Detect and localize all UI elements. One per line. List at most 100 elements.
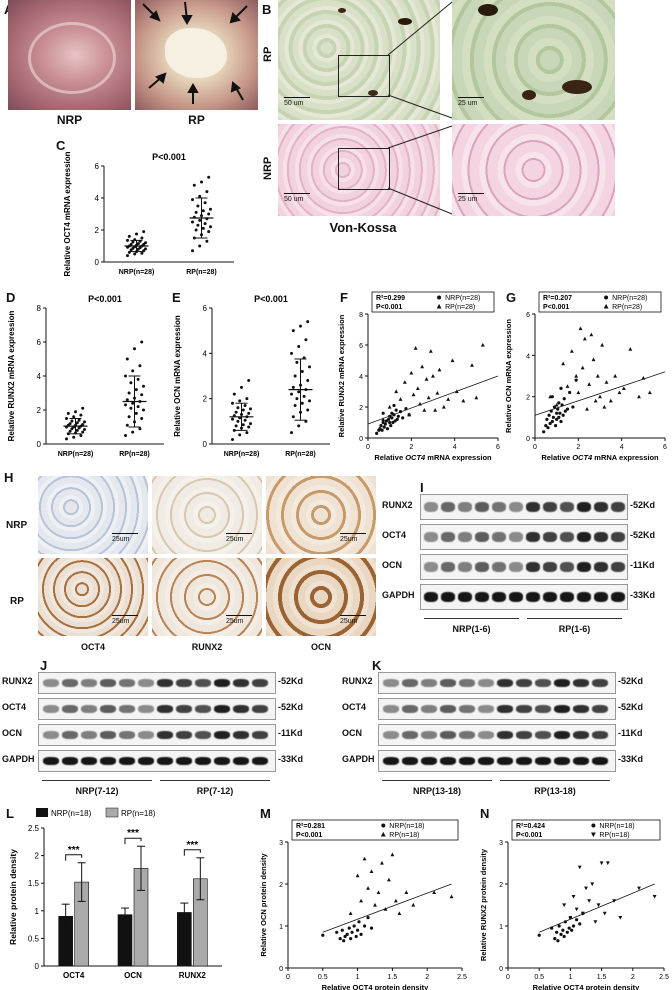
data-point: [618, 916, 623, 920]
y-axis-label: Relative OCT4 mRNA expression: [63, 151, 72, 276]
x-category-label: NRP(n=28): [58, 451, 94, 458]
blot-band: [458, 562, 472, 572]
data-point: [238, 433, 242, 437]
panel-h-col-runx2: RUNX2: [191, 642, 223, 652]
data-point: [126, 254, 129, 258]
data-point: [612, 899, 616, 903]
data-point: [194, 228, 198, 232]
blot-band: [43, 679, 59, 687]
x-axis-label-gene: OCT4: [572, 453, 593, 462]
data-point: [587, 382, 592, 386]
data-point: [191, 220, 194, 224]
data-point: [568, 916, 573, 920]
legend-marker-rp: [436, 303, 442, 309]
data-point: [201, 209, 205, 213]
blot-band: [252, 757, 268, 765]
data-point: [585, 406, 589, 411]
y-tick-label: 0: [279, 966, 283, 973]
chart-c-oct4-mrna: 0 2 4 6 Relative OCT4 mRNA expression P<0.001…: [63, 151, 234, 277]
data-point: [561, 413, 565, 417]
blot-band: [176, 731, 192, 739]
y-axis-label: Relative OCN mRNA expression: [173, 315, 182, 437]
blot-strip-gapdh: [378, 750, 616, 772]
data-point: [577, 865, 582, 870]
data-point: [295, 397, 299, 401]
data-point: [580, 365, 585, 370]
data-point: [570, 928, 574, 932]
data-point: [381, 417, 386, 421]
blot-band: [535, 731, 551, 739]
panel-label-d: D: [6, 290, 16, 305]
y-tick-label: 0: [37, 440, 42, 449]
data-point: [428, 349, 433, 353]
data-point: [390, 852, 395, 857]
data-point: [398, 410, 403, 414]
western-blot-j: RUNX2 -52Kd OCT4 -52Kd OCN -11Kd GAPDH -33Kd NRP…: [2, 672, 332, 802]
blot-band: [138, 705, 154, 713]
data-point: [65, 417, 68, 420]
panel-h-col-oct4: OCT4: [80, 642, 105, 652]
blot-band: [497, 679, 513, 687]
data-point: [302, 356, 306, 360]
data-point: [231, 437, 234, 441]
blot-band: [543, 532, 557, 542]
blot-band: [573, 679, 589, 687]
blot-strip-gapdh: [420, 584, 628, 610]
y-tick-label: 0: [499, 966, 503, 973]
data-point: [131, 369, 135, 373]
blot-band: [100, 705, 116, 713]
data-point: [207, 212, 211, 216]
blot-row-label-gapdh: GAPDH: [2, 754, 35, 764]
blot-band: [441, 592, 455, 602]
data-point: [232, 428, 236, 432]
blot-band: [383, 757, 399, 765]
data-point: [562, 934, 566, 939]
blot-band: [214, 731, 230, 739]
blot-group-line: [160, 780, 270, 781]
data-point: [72, 435, 76, 439]
data-point: [124, 403, 127, 407]
data-point: [134, 411, 138, 415]
p-value-label: P<0.001: [254, 294, 288, 304]
data-point: [366, 916, 370, 920]
blot-band: [119, 679, 135, 687]
von-kossa-rp-highmag: 25 um: [452, 0, 615, 120]
data-point: [394, 408, 398, 412]
data-point: [127, 250, 131, 254]
data-point: [574, 907, 579, 912]
data-point: [560, 403, 564, 407]
panel-h-rp-row-label: RP: [10, 596, 24, 607]
blot-band: [535, 757, 551, 765]
y-tick-label: 3: [499, 840, 503, 847]
y-tick-label: 0.5: [28, 934, 40, 943]
data-point: [395, 417, 399, 421]
blot-band: [516, 731, 532, 739]
data-point: [140, 340, 144, 344]
blot-band: [509, 532, 523, 542]
data-point: [578, 326, 583, 331]
data-point: [138, 364, 142, 368]
data-point: [66, 411, 70, 415]
data-point: [567, 926, 571, 930]
panel-label-e: E: [172, 290, 181, 305]
blot-band: [592, 679, 608, 687]
blot-band: [157, 757, 173, 765]
western-blot-k: RUNX2 -52Kd OCT4 -52Kd OCN -11Kd GAPDH -33Kd NRP…: [342, 672, 672, 802]
data-point: [571, 924, 576, 928]
p-value-label: P<0.001: [152, 152, 186, 162]
ihc-scale-bar: 25um: [226, 615, 252, 625]
regression-line: [322, 883, 452, 933]
data-point: [355, 873, 360, 878]
data-point: [605, 861, 610, 866]
blot-band: [573, 705, 589, 713]
blot-group-line: [424, 618, 519, 619]
blot-band: [62, 705, 78, 713]
stats-legend-box: [371, 291, 495, 313]
blot-strip-gapdh: [38, 750, 276, 772]
data-point: [354, 934, 358, 939]
blot-band: [492, 502, 506, 512]
blot-band: [459, 679, 475, 687]
data-point: [293, 374, 297, 378]
blot-band: [81, 679, 97, 687]
panel-label-m: M: [260, 806, 271, 821]
